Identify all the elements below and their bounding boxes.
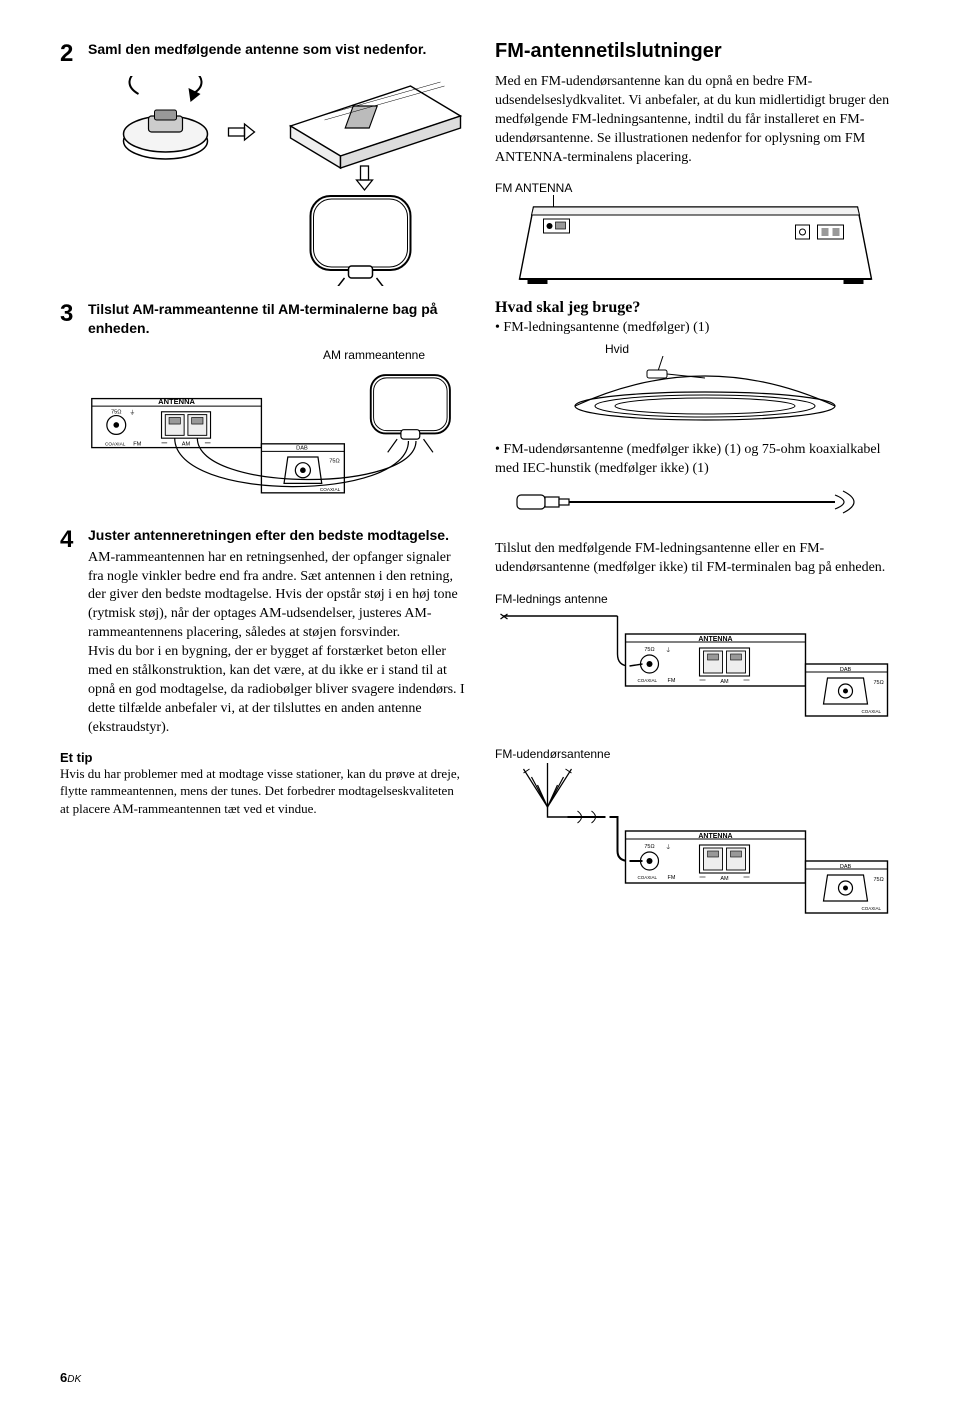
fm-section-title: FM-antennetilslutninger bbox=[495, 40, 900, 63]
page-footer: 6DK bbox=[60, 1370, 81, 1385]
svg-text:DAB: DAB bbox=[296, 445, 308, 451]
step-4-number: 4 bbox=[60, 526, 82, 554]
page-columns: 2 Saml den medfølgende antenne som vist … bbox=[60, 40, 900, 936]
connect-body: Tilslut den medfølgende FM-ledningsanten… bbox=[495, 540, 900, 578]
fm-wire-label: FM-lednings antenne bbox=[495, 592, 900, 606]
coax-illustration bbox=[515, 485, 900, 526]
fm-outdoor-label: FM-udendørsantenne bbox=[495, 747, 900, 761]
svg-text:AM: AM bbox=[720, 679, 729, 685]
antenna-assembly-icon bbox=[88, 76, 493, 286]
svg-text:FM: FM bbox=[668, 678, 676, 684]
bullet-fm-wire: • FM-ledningsantenne (medfølger) (1) bbox=[495, 319, 900, 338]
svg-text:DAB: DAB bbox=[840, 864, 852, 870]
svg-text:COAXIAL: COAXIAL bbox=[638, 875, 658, 880]
svg-text:75Ω: 75Ω bbox=[329, 458, 340, 464]
page-suffix: DK bbox=[67, 1374, 81, 1385]
tip-label: Et tip bbox=[60, 750, 465, 765]
svg-text:75Ω: 75Ω bbox=[111, 409, 122, 415]
fm-wire-diagram: ANTENNA 75Ω ⏚ COAXIAL FM AM bbox=[495, 606, 900, 741]
step-2-illustration bbox=[88, 76, 493, 286]
step-2-number: 2 bbox=[60, 40, 82, 68]
fm-outdoor-diagram: ANTENNA 75Ω ⏚ COAXIAL FM AM bbox=[495, 761, 900, 936]
svg-text:FM: FM bbox=[133, 441, 141, 447]
step-4-heading: Juster antenneretningen efter den bedste… bbox=[88, 526, 465, 545]
svg-text:COAXIAL: COAXIAL bbox=[862, 906, 882, 911]
svg-text:⏚: ⏚ bbox=[129, 409, 135, 416]
right-column: FM-antennetilslutninger Med en FM-udendø… bbox=[495, 40, 900, 936]
svg-text:COAXIAL: COAXIAL bbox=[320, 487, 341, 492]
fm-intro: Med en FM-udendørsantenne kan du opnå en… bbox=[495, 73, 900, 167]
svg-text:75Ω: 75Ω bbox=[874, 680, 884, 686]
svg-text:ANTENNA: ANTENNA bbox=[698, 636, 732, 643]
bullet-fm-outdoor: • FM-udendørsantenne (medfølger ikke) (1… bbox=[495, 441, 900, 479]
svg-text:COAXIAL: COAXIAL bbox=[862, 709, 882, 714]
hvid-label: Hvid bbox=[605, 342, 900, 356]
what-use-heading: Hvad skal jeg bruge? bbox=[495, 299, 900, 317]
svg-text:AM: AM bbox=[720, 876, 729, 882]
antenna-title-text: ANTENNA bbox=[158, 397, 195, 406]
svg-text:75Ω: 75Ω bbox=[644, 647, 654, 653]
antenna-terminal-icon: ANTENNA 75Ω ⏚ COAXIAL FM AM bbox=[88, 366, 465, 516]
svg-text:⏚: ⏚ bbox=[666, 647, 672, 654]
step-2: 2 Saml den medfølgende antenne som vist … bbox=[60, 40, 465, 68]
tip-body: Hvis du har problemer med at modtage vis… bbox=[60, 765, 465, 818]
svg-text:75Ω: 75Ω bbox=[644, 844, 654, 850]
svg-text:ANTENNA: ANTENNA bbox=[698, 833, 732, 840]
svg-text:COAXIAL: COAXIAL bbox=[638, 678, 658, 683]
svg-text:FM: FM bbox=[668, 875, 676, 881]
left-column: 2 Saml den medfølgende antenne som vist … bbox=[60, 40, 465, 936]
fm-antenna-pointer-label: FM ANTENNA bbox=[495, 181, 900, 195]
step-4: 4 Juster antenneretningen efter den beds… bbox=[60, 526, 465, 738]
step-4-body: AM-rammeantennen har en retningsenhed, d… bbox=[88, 549, 465, 738]
svg-text:75Ω: 75Ω bbox=[874, 877, 884, 883]
wire-coil-icon bbox=[555, 356, 855, 426]
fm-outdoor-terminal-icon: ANTENNA 75Ω ⏚ COAXIAL FM AM bbox=[495, 761, 900, 931]
rear-panel-illustration bbox=[495, 195, 900, 285]
am-terminal-diagram: ANTENNA 75Ω ⏚ COAXIAL FM AM bbox=[88, 366, 465, 516]
step-3: 3 Tilslut AM-rammeantenne til AM-termina… bbox=[60, 300, 465, 338]
fm-wire-terminal-icon: ANTENNA 75Ω ⏚ COAXIAL FM AM bbox=[495, 606, 900, 736]
svg-text:DAB: DAB bbox=[840, 667, 852, 673]
am-loop-label: AM rammeantenne bbox=[323, 348, 425, 362]
step-2-heading: Saml den medfølgende antenne som vist ne… bbox=[88, 40, 465, 59]
rear-panel-icon bbox=[495, 195, 900, 285]
svg-text:COAXIAL: COAXIAL bbox=[105, 441, 126, 446]
coax-plug-icon bbox=[515, 485, 875, 521]
step-3-heading: Tilslut AM-rammeantenne til AM-terminale… bbox=[88, 300, 465, 338]
svg-text:⏚: ⏚ bbox=[666, 844, 672, 851]
svg-text:AM: AM bbox=[182, 441, 191, 447]
step-3-number: 3 bbox=[60, 300, 82, 328]
